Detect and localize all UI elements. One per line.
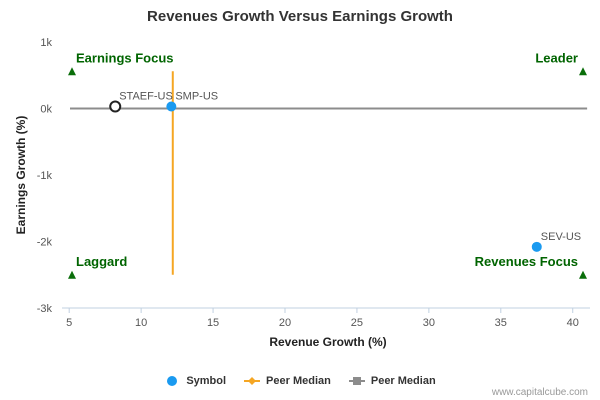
- quadrant-label: Leader: [535, 50, 578, 65]
- circle-marker-icon: [167, 376, 178, 386]
- diamond-line-icon: [244, 377, 261, 385]
- x-tick-label: 15: [207, 317, 219, 329]
- data-point: [109, 100, 122, 113]
- x-tick-label: 5: [66, 317, 72, 329]
- y-axis-label: Earnings Growth (%): [14, 116, 28, 235]
- square-line-icon: [348, 377, 365, 385]
- x-tick-label: 40: [567, 317, 579, 329]
- data-point: [531, 241, 542, 252]
- legend-label: Peer Median: [370, 375, 436, 387]
- y-tick-label: -1k: [37, 170, 53, 182]
- quadrant-label: Laggard: [76, 254, 127, 269]
- x-tick-label: 30: [423, 317, 435, 329]
- y-axis-ticks: 1k 0k -1k -2k -3k: [37, 37, 53, 315]
- chart-title: Revenues Growth Versus Earnings Growth: [147, 8, 453, 25]
- triangle-marker-icon: [579, 270, 587, 279]
- legend-item-peer-median-revenue[interactable]: Peer Median: [244, 375, 331, 387]
- quadrant-label: Earnings Focus: [76, 50, 174, 65]
- point-label: SEV-US: [541, 231, 581, 243]
- chart-legend: Symbol Peer Median Peer Median: [0, 375, 600, 387]
- triangle-marker-icon: [68, 67, 76, 76]
- y-tick-label: -3k: [37, 303, 53, 315]
- triangle-marker-icon: [68, 270, 76, 279]
- y-tick-label: -2k: [37, 237, 53, 249]
- x-tick-label: 20: [279, 317, 291, 329]
- quadrant-labels: Earnings Focus Leader Laggard Revenues Focu…: [68, 50, 587, 279]
- point-label: STAEF-US: [119, 91, 173, 103]
- x-tick-label: 10: [135, 317, 147, 329]
- x-axis-ticks: 5 10 15 20 25 30 35 40: [66, 308, 579, 329]
- x-axis-label: Revenue Growth (%): [269, 335, 386, 349]
- point-label: SMP-US: [175, 91, 218, 103]
- source-credit[interactable]: www.capitalcube.com: [491, 387, 588, 398]
- x-tick-label: 25: [351, 317, 363, 329]
- triangle-marker-icon: [579, 67, 587, 76]
- legend-label: Symbol: [186, 375, 227, 387]
- data-points: STAEF-US SMP-US SEV-US: [109, 91, 581, 252]
- legend-item-peer-median-earnings[interactable]: Peer Median: [348, 375, 436, 387]
- legend-item-symbol[interactable]: Symbol: [164, 375, 226, 387]
- y-tick-label: 1k: [40, 37, 52, 49]
- legend-label: Peer Median: [266, 375, 331, 387]
- x-tick-label: 35: [495, 317, 507, 329]
- data-point: [166, 101, 177, 112]
- y-tick-label: 0k: [40, 104, 52, 116]
- quadrant-label: Revenues Focus: [475, 254, 578, 269]
